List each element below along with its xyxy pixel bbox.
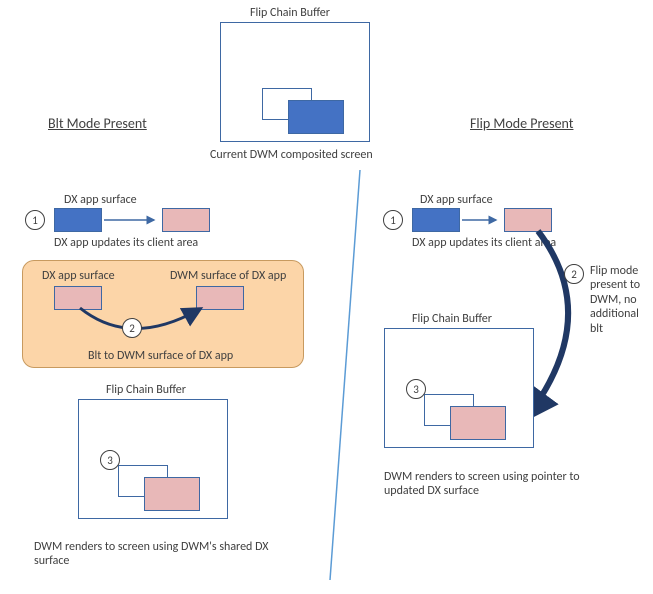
left-bottom-caption: DWM renders to screen using DWM's shared… bbox=[34, 540, 284, 569]
right-flip-pink bbox=[450, 406, 506, 440]
left-flip-pink bbox=[144, 477, 200, 511]
left-flip-label: Flip Chain Buffer bbox=[106, 383, 186, 397]
right-step1-blue bbox=[412, 208, 460, 232]
top-blue-rect bbox=[288, 100, 344, 134]
right-step2-caption: Flip mode present to DWM, no additional … bbox=[590, 264, 650, 336]
top-caption: Current DWM composited screen bbox=[210, 148, 373, 162]
right-bottom-caption: DWM renders to screen using pointer to u… bbox=[384, 470, 614, 499]
right-flip-label: Flip Chain Buffer bbox=[412, 312, 492, 326]
left-step1-blue bbox=[54, 208, 102, 232]
right-step2-circle: 2 bbox=[564, 264, 584, 284]
top-title: Flip Chain Buffer bbox=[250, 6, 330, 20]
peach-label-left: DX app surface bbox=[42, 269, 115, 283]
left-step1-arrow bbox=[102, 214, 162, 226]
blt-header: Blt Mode Present bbox=[48, 115, 147, 132]
center-divider bbox=[320, 170, 380, 590]
peach-caption: Blt to DWM surface of DX app bbox=[88, 349, 233, 363]
left-step2-circle: 2 bbox=[122, 318, 142, 338]
right-step3-circle: 3 bbox=[406, 379, 426, 399]
left-step1-pink bbox=[162, 208, 210, 232]
peach-label-right: DWM surface of DX app bbox=[170, 269, 286, 283]
left-step1-label: DX app surface bbox=[64, 193, 137, 207]
left-step1-caption: DX app updates its client area bbox=[54, 236, 198, 250]
left-step1-circle: 1 bbox=[25, 210, 45, 230]
right-step1-arrow bbox=[460, 214, 504, 226]
flip-header: Flip Mode Present bbox=[470, 115, 573, 132]
left-step3-circle: 3 bbox=[100, 450, 120, 470]
right-step1-label: DX app surface bbox=[420, 193, 493, 207]
right-step1-circle: 1 bbox=[383, 210, 403, 230]
